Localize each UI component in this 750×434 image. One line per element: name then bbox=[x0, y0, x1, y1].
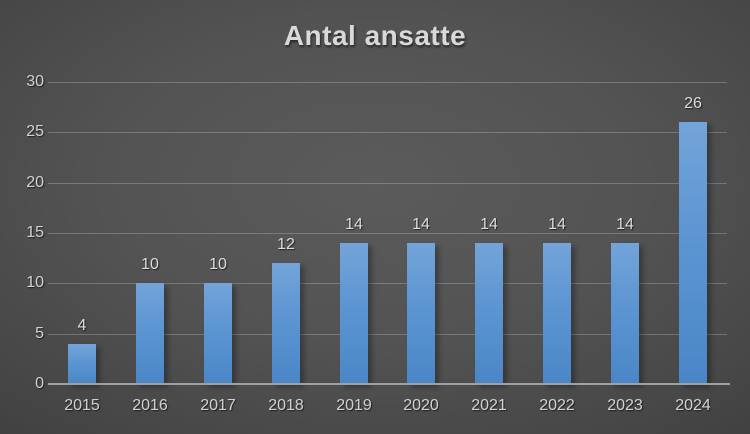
gridline bbox=[48, 132, 727, 133]
bar-2021 bbox=[475, 243, 503, 384]
x-axis-tick-label-2018: 2018 bbox=[268, 397, 304, 414]
bar-2018 bbox=[272, 263, 300, 384]
data-label-2023: 14 bbox=[616, 216, 634, 233]
x-axis-tick-label-2017: 2017 bbox=[200, 397, 236, 414]
data-label-2016: 10 bbox=[141, 256, 159, 273]
x-axis-tick-label-2019: 2019 bbox=[336, 397, 372, 414]
gridline bbox=[48, 82, 727, 83]
bar-2016 bbox=[136, 283, 164, 384]
data-label-2020: 14 bbox=[412, 216, 430, 233]
x-axis-tick-label-2016: 2016 bbox=[132, 397, 168, 414]
gridline bbox=[48, 183, 727, 184]
bar-2020 bbox=[407, 243, 435, 384]
bar-2019 bbox=[340, 243, 368, 384]
y-axis-tick-label: 30 bbox=[26, 73, 44, 90]
gridline bbox=[48, 233, 727, 234]
x-axis-tick-label-2020: 2020 bbox=[403, 397, 439, 414]
y-axis-tick-label: 20 bbox=[26, 174, 44, 191]
x-axis-tick-label-2021: 2021 bbox=[471, 397, 507, 414]
plot-area bbox=[48, 82, 727, 384]
data-label-2017: 10 bbox=[209, 256, 227, 273]
bar-2024 bbox=[679, 122, 707, 384]
y-axis-tick-label: 15 bbox=[26, 224, 44, 241]
y-axis-tick-label: 5 bbox=[35, 325, 44, 342]
y-axis-tick-label: 10 bbox=[26, 274, 44, 291]
gridline bbox=[48, 334, 727, 335]
data-label-2022: 14 bbox=[548, 216, 566, 233]
data-label-2018: 12 bbox=[277, 236, 295, 253]
x-axis-tick-label-2023: 2023 bbox=[607, 397, 643, 414]
bar-2017 bbox=[204, 283, 232, 384]
data-label-2019: 14 bbox=[345, 216, 363, 233]
data-label-2015: 4 bbox=[77, 317, 87, 334]
chart-title: Antal ansatte bbox=[283, 20, 467, 51]
x-axis-tick-label-2024: 2024 bbox=[675, 397, 711, 414]
data-label-2024: 26 bbox=[684, 95, 702, 112]
data-label-2021: 14 bbox=[480, 216, 498, 233]
x-axis-tick-label-2022: 2022 bbox=[539, 397, 575, 414]
y-axis-tick-label: 0 bbox=[35, 375, 44, 392]
bar-2023 bbox=[611, 243, 639, 384]
bar-2015 bbox=[68, 344, 96, 384]
x-axis-line bbox=[48, 383, 730, 385]
x-axis-tick-label-2015: 2015 bbox=[64, 397, 100, 414]
gridline bbox=[48, 283, 727, 284]
bar-2022 bbox=[543, 243, 571, 384]
y-axis-tick-label: 25 bbox=[26, 123, 44, 140]
